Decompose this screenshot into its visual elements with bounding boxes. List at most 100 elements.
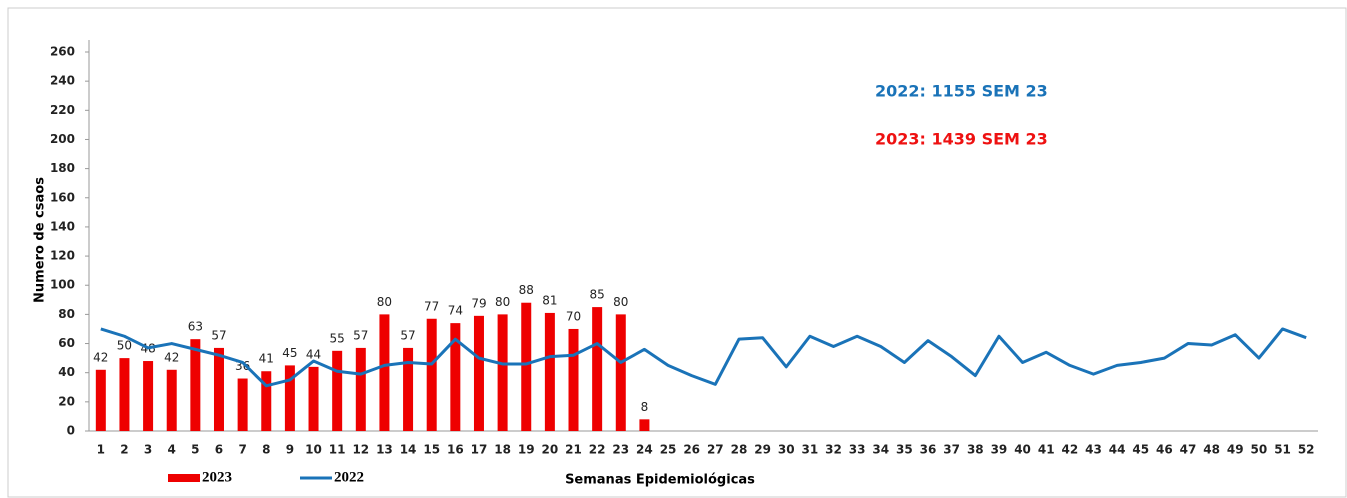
data-label: 77	[424, 299, 439, 313]
y-axis-label: Numero de csaos	[33, 177, 48, 303]
data-label: 57	[353, 328, 368, 342]
annotation: 2023: 1439 SEM 23	[875, 130, 1048, 149]
data-label: 74	[448, 304, 463, 318]
bar	[190, 339, 201, 431]
data-label: 55	[330, 331, 345, 345]
y-tick-label: 140	[50, 219, 75, 233]
x-tick-label: 9	[286, 443, 294, 457]
y-tick-label: 100	[50, 278, 75, 292]
legend-label: 2022	[334, 469, 364, 485]
bar	[403, 347, 414, 431]
x-tick-label: 30	[778, 443, 795, 457]
x-tick-label: 37	[943, 443, 960, 457]
bar	[379, 314, 390, 431]
x-tick-label: 51	[1274, 443, 1291, 457]
bar	[308, 366, 319, 431]
data-label: 63	[188, 320, 203, 334]
x-tick-label: 50	[1251, 443, 1268, 457]
data-label: 88	[519, 283, 534, 297]
x-tick-label: 38	[967, 443, 984, 457]
y-tick-label: 160	[50, 190, 75, 204]
x-tick-label: 18	[494, 443, 511, 457]
legend-label: 2023	[202, 469, 232, 485]
y-tick-label: 180	[50, 161, 75, 175]
x-tick-label: 10	[305, 443, 322, 457]
bar	[497, 314, 508, 431]
x-tick-label: 34	[872, 443, 889, 457]
y-tick-label: 20	[58, 394, 75, 408]
bar	[166, 369, 177, 431]
x-tick-label: 46	[1156, 443, 1173, 457]
x-tick-label: 13	[376, 443, 393, 457]
bar	[473, 315, 484, 431]
x-tick-label: 26	[683, 443, 700, 457]
data-label: 42	[93, 350, 108, 364]
bar	[284, 365, 295, 431]
y-tick-label: 40	[58, 365, 75, 379]
data-label: 80	[377, 295, 392, 309]
bar	[143, 361, 154, 431]
y-tick-label: 200	[50, 132, 75, 146]
bar	[592, 307, 603, 431]
bar	[544, 312, 555, 431]
x-tick-label: 23	[612, 443, 629, 457]
y-tick-label: 120	[50, 249, 75, 263]
data-label: 45	[282, 346, 297, 360]
x-tick-label: 6	[215, 443, 223, 457]
x-tick-label: 42	[1061, 443, 1078, 457]
bar	[355, 347, 366, 431]
x-tick-label: 44	[1109, 443, 1126, 457]
data-label: 80	[495, 295, 510, 309]
bar	[261, 371, 272, 431]
x-tick-label: 41	[1038, 443, 1055, 457]
x-tick-label: 17	[471, 443, 488, 457]
bar	[213, 347, 224, 431]
x-tick-label: 47	[1180, 443, 1197, 457]
x-tick-label: 14	[400, 443, 417, 457]
x-tick-label: 40	[1014, 443, 1031, 457]
x-tick-label: 32	[825, 443, 842, 457]
data-label: 42	[164, 350, 179, 364]
data-label: 81	[542, 293, 557, 307]
bar	[615, 314, 626, 431]
x-tick-label: 25	[660, 443, 677, 457]
x-tick-label: 27	[707, 443, 724, 457]
x-tick-label: 2	[120, 443, 128, 457]
x-tick-label: 20	[542, 443, 559, 457]
bar	[237, 378, 248, 431]
x-tick-label: 45	[1132, 443, 1149, 457]
x-tick-label: 21	[565, 443, 582, 457]
y-tick-label: 220	[50, 103, 75, 117]
x-tick-label: 22	[589, 443, 606, 457]
x-tick-label: 5	[191, 443, 199, 457]
x-tick-label: 48	[1203, 443, 1220, 457]
x-tick-label: 1	[97, 443, 105, 457]
x-axis-label: Semanas Epidemiológicas	[565, 473, 755, 488]
data-label: 44	[306, 347, 321, 361]
x-tick-label: 3	[144, 443, 152, 457]
y-tick-label: 0	[67, 424, 75, 438]
x-tick-label: 36	[920, 443, 937, 457]
data-label: 70	[566, 309, 581, 323]
data-label: 8	[641, 400, 649, 414]
x-tick-label: 7	[238, 443, 246, 457]
data-label: 57	[400, 328, 415, 342]
bar	[450, 323, 461, 431]
x-tick-label: 43	[1085, 443, 1102, 457]
y-tick-label: 80	[58, 307, 75, 321]
x-tick-label: 11	[329, 443, 346, 457]
x-tick-label: 39	[991, 443, 1008, 457]
data-label: 85	[590, 288, 605, 302]
y-tick-label: 240	[50, 74, 75, 88]
data-label: 57	[211, 328, 226, 342]
y-tick-label: 60	[58, 336, 75, 350]
data-label: 80	[613, 295, 628, 309]
x-tick-label: 19	[518, 443, 535, 457]
x-tick-label: 24	[636, 443, 653, 457]
x-tick-label: 49	[1227, 443, 1244, 457]
bar	[332, 350, 343, 431]
x-tick-label: 52	[1298, 443, 1315, 457]
bar	[521, 302, 532, 431]
line	[100, 327, 1307, 388]
